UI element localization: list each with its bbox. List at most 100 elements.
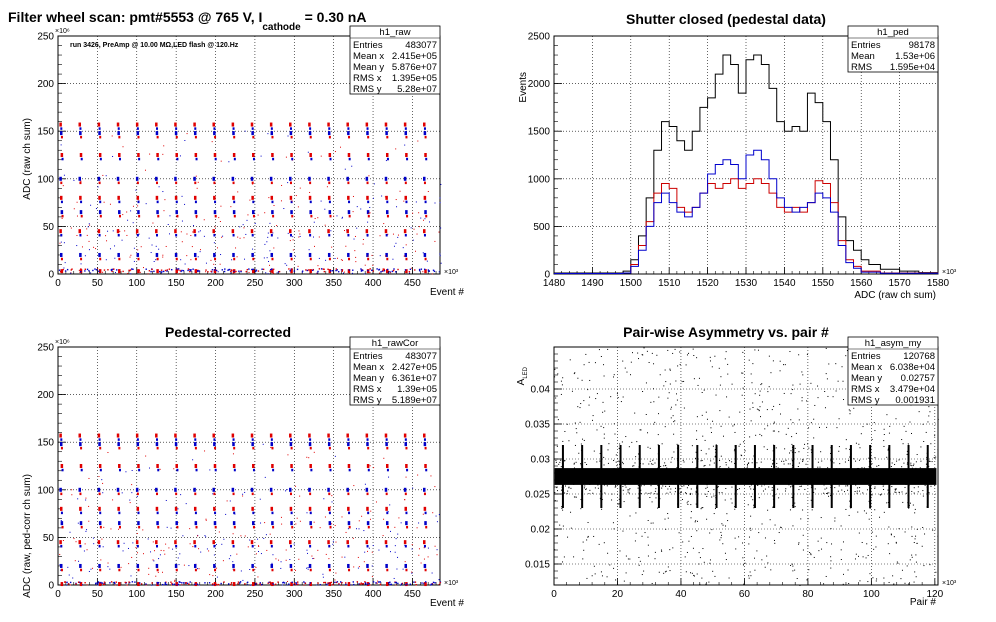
- band-dot: [762, 490, 764, 492]
- scatter-dot: [438, 271, 440, 273]
- spike-dot: [811, 472, 813, 474]
- band-dot: [627, 491, 629, 493]
- baseline-dot: [356, 581, 359, 583]
- scatter-dot: [106, 240, 108, 242]
- scatter-dot: [698, 377, 700, 379]
- scatter-dot: [798, 354, 800, 356]
- data-marker: [135, 487, 139, 492]
- scatter-dot: [127, 547, 129, 549]
- x-tick-label: 100: [863, 589, 880, 600]
- scatter-dot: [653, 423, 655, 425]
- scatter-dot: [725, 525, 727, 527]
- scatter-dot: [845, 448, 847, 450]
- band-dot: [824, 488, 826, 490]
- scatter-dot: [554, 500, 556, 502]
- scatter-dot: [343, 230, 345, 232]
- scatter-dot: [853, 458, 855, 460]
- baseline-dot: [255, 269, 258, 271]
- scatter-dot: [841, 366, 843, 368]
- scatter-dot: [647, 446, 649, 448]
- band-dot: [920, 460, 922, 462]
- data-marker: [118, 568, 121, 572]
- baseline-dot: [352, 269, 354, 271]
- y-axis-label: ADC (raw, ped-corr ch sum): [22, 474, 33, 598]
- band-dot: [723, 482, 725, 484]
- baseline-dot: [312, 269, 314, 272]
- scatter-dot: [810, 382, 812, 384]
- scatter-dot: [439, 197, 441, 199]
- scatter-dot: [715, 394, 717, 396]
- baseline-dot: [277, 271, 280, 273]
- band-dot: [672, 468, 674, 470]
- band-dot: [729, 469, 731, 471]
- scatter-dot: [791, 563, 793, 565]
- data-marker: [405, 257, 408, 261]
- scatter-dot: [308, 249, 310, 251]
- band-dot: [857, 487, 859, 489]
- scatter-dot: [703, 561, 705, 563]
- band-dot: [817, 461, 819, 463]
- scatter-dot: [705, 411, 707, 413]
- data-marker: [233, 468, 236, 472]
- band-dot: [726, 478, 728, 480]
- baseline-dot: [153, 270, 155, 273]
- scatter-dot: [720, 531, 722, 533]
- scatter-dot: [183, 564, 185, 566]
- scatter-dot: [785, 433, 787, 435]
- scatter-dot: [669, 570, 671, 572]
- scatter-dot: [623, 501, 625, 503]
- scatter-dot: [937, 535, 939, 537]
- scatter-dot: [440, 183, 442, 185]
- baseline-dot: [375, 582, 377, 584]
- y-tick-label: 0.03: [531, 455, 551, 466]
- spike-dot: [906, 450, 908, 452]
- band-dot: [895, 475, 897, 477]
- baseline-dot: [215, 583, 218, 586]
- data-marker: [289, 181, 292, 185]
- data-marker: [80, 568, 83, 572]
- band-dot: [579, 471, 581, 473]
- baseline-dot: [306, 269, 309, 272]
- data-marker: [404, 492, 407, 496]
- band-dot: [913, 487, 915, 489]
- data-marker: [290, 446, 293, 450]
- baseline-dot: [162, 270, 165, 273]
- spike-dot: [754, 490, 756, 492]
- baseline-dot: [177, 583, 180, 586]
- scatter-dot: [904, 531, 906, 533]
- baseline-dot: [345, 583, 347, 586]
- scatter-dot: [594, 573, 596, 575]
- baseline-dot: [353, 583, 355, 586]
- scatter-dot: [178, 564, 180, 566]
- scatter-dot: [228, 558, 230, 560]
- stats-value: 0.02757: [901, 373, 935, 384]
- scatter-dot: [843, 491, 845, 493]
- data-marker: [137, 153, 140, 157]
- scatter-dot: [598, 543, 600, 545]
- spike-dot: [831, 490, 833, 492]
- data-marker: [405, 568, 408, 572]
- data-marker: [403, 122, 407, 127]
- baseline-dot: [238, 270, 240, 272]
- scatter-dot: [316, 584, 318, 586]
- scatter-dot: [791, 436, 793, 438]
- scatter-dot: [808, 447, 810, 449]
- baseline-dot: [171, 268, 173, 271]
- spike-dot: [677, 476, 679, 478]
- data-marker: [423, 181, 426, 185]
- scatter-dot: [603, 433, 605, 435]
- band-dot: [625, 480, 627, 482]
- baseline-dot: [269, 269, 272, 271]
- data-marker: [347, 544, 350, 548]
- data-marker: [98, 563, 101, 568]
- scatter-dot: [665, 570, 667, 572]
- data-marker: [118, 269, 121, 274]
- band-dot: [890, 480, 892, 482]
- scatter-dot: [576, 432, 578, 434]
- scatter-dot: [244, 491, 246, 493]
- scatter-dot: [260, 522, 262, 524]
- scatter-dot: [802, 534, 804, 536]
- data-marker: [175, 153, 178, 157]
- spike-dot: [600, 499, 602, 501]
- data-marker: [403, 540, 407, 545]
